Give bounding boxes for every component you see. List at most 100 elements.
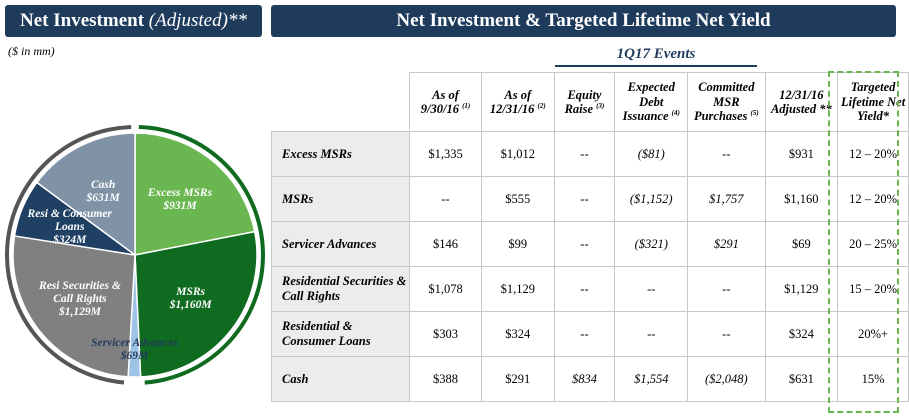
slice-value: $631M <box>86 191 120 204</box>
pie-chart: Excess MSRs$931M MSRs$1,160M Servicer Adva… <box>5 125 265 385</box>
group-header: 1Q17 Events <box>555 46 757 67</box>
header-note: (2) <box>537 101 546 110</box>
table-cell: -- <box>614 266 689 312</box>
title-note: (Adjusted)** <box>148 10 247 31</box>
table-cell: $834 <box>553 356 616 402</box>
table-cell: -- <box>687 131 766 177</box>
header-text: Targeted Lifetime Net Yield* <box>840 80 906 124</box>
table-cell: ($321) <box>614 221 689 267</box>
slice-name: Resi & Consumer Loans <box>27 207 112 234</box>
pie-slice <box>12 235 136 378</box>
table-cell: -- <box>553 221 616 267</box>
header-note: (1) <box>462 101 471 110</box>
table-cell: $146 <box>409 221 482 267</box>
table-cell: $1,078 <box>409 266 482 312</box>
row-label: Residential Securities & Call Rights <box>271 266 410 312</box>
pie-label-text: Excess MSRs $931M <box>132 178 228 222</box>
subtitle: ($ in mm) <box>8 44 55 58</box>
row-label: Excess MSRs <box>271 131 410 177</box>
pie-label-text: Resi & Consumer Loans $324M <box>22 206 118 250</box>
table-cell: $631 <box>764 356 839 402</box>
slice-name: Resi Securities & Call Rights <box>39 279 121 305</box>
slice-value: $324M <box>53 234 87 247</box>
table-cell: -- <box>553 266 616 312</box>
table-row: Residential & Consumer Loans $303 $324 -- --… <box>271 311 909 357</box>
pie-label-text: MSRs $1,160M <box>143 277 239 321</box>
table-cell: $303 <box>409 311 482 357</box>
header-text: Expected Debt Issuance <box>622 80 675 124</box>
pie-label: Cash$631M <box>86 178 120 204</box>
pie-slice <box>134 230 258 378</box>
header-text: As of 9/30/16 <box>420 87 459 117</box>
column-header: Targeted Lifetime Net Yield* <box>837 72 909 132</box>
table: As of 9/30/16 (1) As of 12/31/16 (2) Equit… <box>271 72 909 402</box>
column-header: 12/31/16 Adjusted ** <box>764 72 839 132</box>
table-cell: $1,554 <box>614 356 689 402</box>
table-cell: 12 – 20% <box>837 176 909 222</box>
header-note: (5) <box>750 109 759 118</box>
header-note: (3) <box>596 101 605 110</box>
table-cell: $1,335 <box>409 131 482 177</box>
table-cell: $291 <box>481 356 555 402</box>
table-row: MSRs -- $555 -- ($1,152) $1,757 $1,160 12 – 20% <box>271 176 909 222</box>
table-row: Cash $388 $291 $834 $1,554 ($2,048) $631 15% <box>271 356 909 402</box>
table-cell: -- <box>687 311 766 357</box>
slice-name: Cash <box>90 178 116 191</box>
table-cell: 20 – 25% <box>837 221 909 267</box>
table-cell: $1,757 <box>687 176 766 222</box>
table-cell: 12 – 20% <box>837 131 909 177</box>
header-text: As of 12/31/16 <box>489 87 535 117</box>
table-cell: $931 <box>764 131 839 177</box>
table-header: Net Investment & Targeted Lifetime Net Y… <box>271 5 896 37</box>
table-cell: -- <box>614 311 689 357</box>
column-header: Committed MSR Purchases (5) <box>687 72 766 132</box>
table-cell: -- <box>553 311 616 357</box>
table-row: Servicer Advances $146 $99 -- ($321) $291 $69 2… <box>271 221 909 267</box>
corner-cell <box>272 73 410 132</box>
row-label: Residential & Consumer Loans <box>271 311 410 357</box>
table-cell: $324 <box>764 311 839 357</box>
table-cell: $1,012 <box>481 131 555 177</box>
slice-name: MSRs <box>176 285 206 298</box>
table-cell: 20%+ <box>837 311 909 357</box>
header-note: (4) <box>671 109 680 118</box>
table-cell: -- <box>553 131 616 177</box>
table-cell: 15% <box>837 356 909 402</box>
table-row: Excess MSRs $1,335 $1,012 -- ($81) -- $931 12 –… <box>271 131 909 177</box>
table-cell: $291 <box>687 221 766 267</box>
slice-name: Servicer Advances <box>91 336 178 349</box>
pie-label: Servicer Advances$69M <box>91 336 178 363</box>
column-header: As of 12/31/16 (2) <box>481 72 555 132</box>
pie-slice <box>134 132 256 256</box>
table-cell: $388 <box>409 356 482 402</box>
outer-ring <box>5 125 132 385</box>
table-cell: ($1,152) <box>614 176 689 222</box>
chart-title: Net Investment <box>20 10 145 31</box>
row-label: Servicer Advances <box>271 221 410 267</box>
table-cell: $99 <box>481 221 555 267</box>
column-header: Expected Debt Issuance (4) <box>614 72 689 132</box>
pie-slice <box>35 132 136 257</box>
table-title: Net Investment & Targeted Lifetime Net Y… <box>396 10 771 31</box>
table-cell: $1,160 <box>764 176 839 222</box>
table-cell: -- <box>687 266 766 312</box>
row-label: Cash <box>271 356 410 402</box>
row-label: MSRs <box>271 176 410 222</box>
header-text: 12/31/16 Adjusted ** <box>770 87 832 116</box>
pie-label: Resi Securities & Call Rights$1,129M <box>32 277 128 321</box>
slice-value: $69M <box>120 350 149 363</box>
header-text: Committed MSR Purchases <box>693 80 755 124</box>
pie-label: Excess MSRs$931M <box>132 178 228 222</box>
outer-ring <box>138 125 265 385</box>
table-cell: $555 <box>481 176 555 222</box>
table-cell: -- <box>553 176 616 222</box>
table-cell: $324 <box>481 311 555 357</box>
pie-label: MSRs$1,160M <box>143 277 239 321</box>
pie-label-text: Resi Securities & Call Rights $1,129M <box>32 277 128 321</box>
slice-name: Excess MSRs <box>147 187 213 200</box>
column-header: Equity Raise (3) <box>553 72 616 132</box>
table-cell: ($81) <box>614 131 689 177</box>
table-cell: -- <box>409 176 482 222</box>
table-cell: $69 <box>764 221 839 267</box>
